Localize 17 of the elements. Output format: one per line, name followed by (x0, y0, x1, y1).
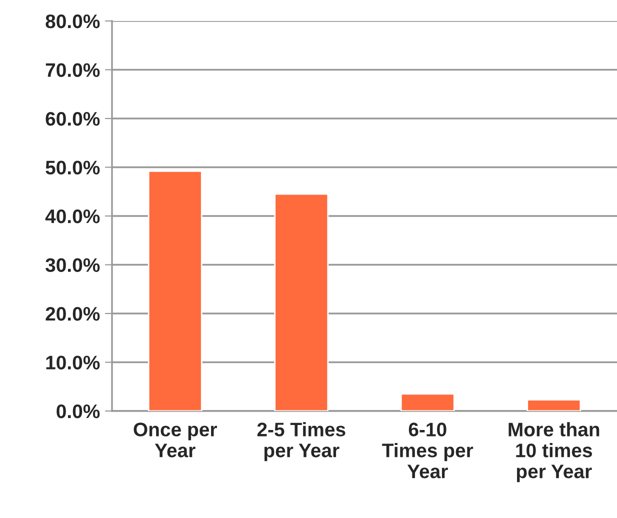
y-tick-label: 80.0% (46, 14, 100, 28)
x-tick-label: More than 10 times per Year (508, 422, 600, 482)
y-tick-label: 30.0% (46, 258, 100, 272)
y-tick-label: 10.0% (46, 356, 100, 370)
x-tick-label: 2-5 Times per Year (257, 422, 346, 462)
bar (274, 193, 329, 411)
y-tick-label: 50.0% (46, 160, 100, 174)
bar (148, 170, 202, 411)
x-tick-label: Once per Year (134, 422, 217, 458)
y-tick-label: 40.0% (45, 209, 100, 224)
y-tick-label: 70.0% (46, 63, 100, 77)
bar (526, 399, 582, 411)
y-tick-label: 60.0% (46, 112, 100, 126)
bar (400, 393, 455, 411)
x-tick-label: 6-10 Times per Year (382, 422, 474, 478)
y-tick-label: 20.0% (46, 306, 100, 321)
y-tick-label: 0.0% (56, 404, 100, 418)
